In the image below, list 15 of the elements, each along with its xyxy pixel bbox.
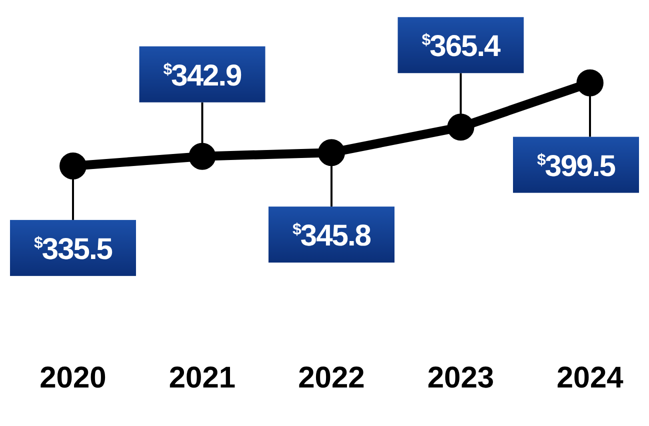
data-label: $^{$}$342.9	[163, 59, 242, 92]
data-label: $^{$}$365.4	[422, 30, 502, 64]
x-tick-label: 2024	[556, 361, 624, 394]
x-tick-label: 2020	[40, 361, 106, 394]
point	[60, 152, 86, 180]
point	[318, 139, 345, 166]
point	[576, 69, 604, 96]
data-label: $^{$}$335.5	[34, 232, 112, 266]
x-tick-label: 2022	[298, 361, 365, 394]
x-tick-label: 2021	[168, 361, 236, 394]
point	[447, 114, 474, 141]
data-label: $^{$}$345.8	[292, 220, 371, 253]
point	[188, 142, 216, 170]
data-label: $^{$}$399.5	[537, 150, 616, 183]
x-tick-label: 2023	[427, 361, 494, 394]
